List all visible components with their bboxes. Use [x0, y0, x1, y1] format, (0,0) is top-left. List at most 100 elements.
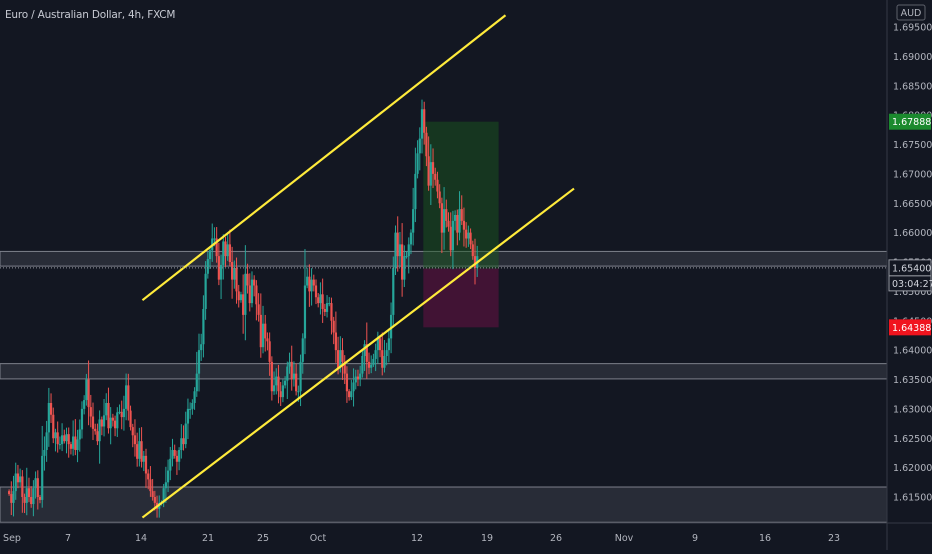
- candle-down: [255, 285, 258, 305]
- candle-down: [175, 455, 179, 462]
- candle-up: [34, 478, 37, 489]
- candle-down: [100, 419, 103, 427]
- candle-up: [142, 455, 145, 462]
- candle-up: [350, 391, 353, 398]
- candle-up: [412, 209, 415, 233]
- candle-down: [74, 436, 77, 450]
- candle-down: [456, 215, 459, 233]
- upper-trendline[interactable]: [141, 14, 507, 302]
- candle-down: [87, 379, 90, 408]
- y-tick-label: 1.63000: [893, 404, 932, 415]
- candle-up: [301, 338, 304, 362]
- candle-down: [367, 361, 371, 368]
- candle-up: [72, 436, 75, 449]
- y-tick-label: 1.67000: [893, 169, 932, 180]
- candle-up: [186, 408, 190, 424]
- y-tick-label: 1.69500: [893, 23, 932, 34]
- target-zone[interactable]: [423, 121, 499, 269]
- candle-down: [440, 203, 443, 233]
- price-zone[interactable]: [0, 486, 888, 523]
- candle-down: [133, 435, 137, 445]
- candle-up: [116, 412, 119, 429]
- candle-up: [394, 232, 397, 268]
- candle-down: [332, 320, 335, 333]
- candle-up: [43, 450, 46, 456]
- candle-up: [233, 267, 236, 280]
- candle-down: [147, 473, 150, 480]
- candle-up: [25, 488, 28, 503]
- lower-trendline[interactable]: [141, 187, 575, 519]
- candle-down: [330, 303, 333, 321]
- x-tick-label: 19: [481, 533, 493, 544]
- stop-zone[interactable]: [423, 268, 499, 328]
- candle-up: [244, 273, 247, 315]
- candles-layer: [8, 99, 479, 518]
- candle-up: [58, 444, 61, 446]
- candle-up: [261, 323, 265, 348]
- candle-up: [467, 232, 470, 239]
- candle-up: [208, 250, 212, 260]
- candle-down: [91, 416, 95, 429]
- candle-up: [54, 432, 57, 439]
- candle-up: [109, 417, 112, 429]
- candle-up: [250, 279, 254, 304]
- target-price-badge[interactable]: [889, 113, 931, 130]
- candle-down: [277, 376, 280, 392]
- candle-down: [237, 291, 240, 301]
- candle-up: [226, 244, 229, 257]
- candle-down: [348, 391, 351, 398]
- candle-up: [102, 415, 106, 427]
- candle-down: [144, 455, 148, 474]
- candle-up: [416, 153, 419, 174]
- candle-up: [454, 215, 457, 221]
- x-tick-label: 12: [411, 533, 423, 544]
- y-tick-label: 1.62500: [893, 434, 932, 445]
- candle-down: [248, 285, 251, 304]
- candle-down: [111, 417, 114, 421]
- candle-up: [297, 391, 300, 393]
- candle-down: [94, 428, 97, 432]
- candle-down: [52, 414, 55, 439]
- candle-down: [465, 229, 468, 239]
- target-price-badge-text: 1.67888: [892, 117, 931, 128]
- candle-up: [47, 403, 50, 433]
- candle-up: [178, 450, 181, 462]
- y-tick-label: 1.61500: [893, 493, 932, 504]
- candle-up: [118, 411, 121, 413]
- y-tick-label: 1.62000: [893, 463, 932, 474]
- candle-down: [21, 476, 24, 497]
- candle-down: [312, 279, 315, 286]
- candle-up: [376, 338, 379, 351]
- candle-down: [381, 350, 384, 368]
- candle-up: [197, 350, 201, 374]
- currency-box[interactable]: [896, 4, 926, 21]
- candle-up: [19, 476, 22, 483]
- price-zone[interactable]: [0, 363, 888, 380]
- candle-down: [259, 314, 262, 348]
- candle-down: [127, 385, 130, 411]
- candle-up: [98, 419, 101, 442]
- candle-down: [153, 497, 156, 503]
- countdown-badge[interactable]: [888, 275, 932, 292]
- candle-down: [314, 285, 318, 298]
- candle-down: [449, 226, 452, 251]
- candle-up: [162, 488, 165, 503]
- candle-up: [328, 303, 331, 305]
- candle-down: [215, 238, 218, 257]
- candle-up: [409, 232, 413, 245]
- candle-up: [171, 450, 174, 459]
- candle-up: [339, 350, 342, 368]
- candle-down: [27, 488, 31, 497]
- stop-price-badge[interactable]: [889, 319, 931, 336]
- candle-up: [105, 403, 108, 416]
- candle-down: [253, 279, 256, 286]
- candle-up: [392, 267, 395, 315]
- candle-up: [193, 391, 196, 403]
- candle-up: [204, 273, 207, 309]
- candle-up: [361, 356, 364, 374]
- candle-down: [10, 494, 13, 503]
